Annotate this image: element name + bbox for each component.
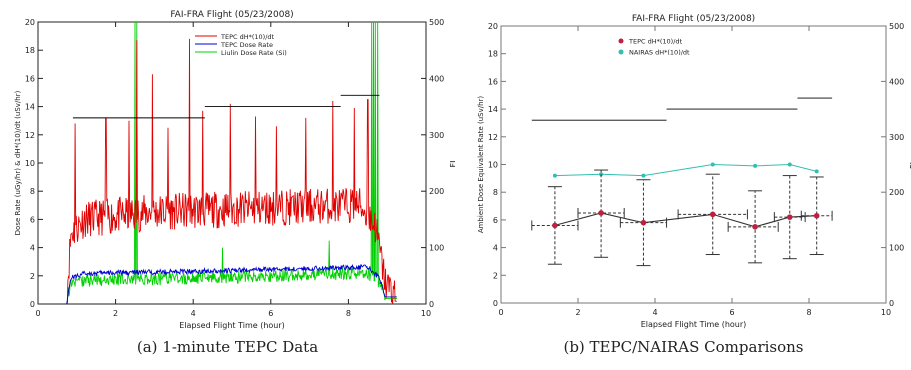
b-y-tick-label: 10: [488, 161, 498, 170]
b-tepc-point: [786, 214, 793, 220]
b-y2-tick-label: 300: [889, 133, 904, 142]
b-legend-label: TEPC dH*(10)/dt: [628, 38, 683, 46]
caption-b: (b) TEPC/NAIRAS Comparisons: [563, 338, 804, 356]
b-nairas-point: [710, 162, 715, 167]
b-tepc-line: [554, 212, 817, 228]
b-x-tick-label: 8: [806, 308, 811, 317]
b-x-tick-label: 2: [575, 308, 580, 317]
a-series-0-line: [61, 38, 397, 304]
a-title: FAI-FRA Flight (05/23/2008): [170, 10, 293, 20]
b-nairas-point: [753, 163, 758, 168]
b-x-tick-label: 6: [729, 308, 734, 317]
a-plot-frame: [37, 21, 427, 305]
b-y2-tick-label: 400: [889, 77, 904, 86]
b-x-tick-label: 0: [498, 308, 503, 317]
chart-panel-a: FAI-FRA Flight (05/23/2008) 0 2 4 6 8 10 0 2 4 6 8 1…: [0, 0, 455, 370]
a-y2-axis-label: FL: [449, 158, 455, 168]
b-y-tick-label: 12: [488, 133, 498, 142]
a-x-tick-label: 10: [421, 309, 431, 318]
b-y-tick-label: 8: [493, 188, 498, 197]
b-y2-tick-label: 500: [889, 22, 904, 31]
a-y-tick-label: 4: [30, 244, 35, 253]
a-y-tick-label: 6: [30, 215, 35, 224]
chart-a: FAI-FRA Flight (05/23/2008)0 2 4 6 8 10024681…: [14, 10, 455, 330]
b-tepc-point: [813, 212, 820, 219]
b-nairas-point: [814, 169, 819, 174]
b-tepc-point: [752, 224, 758, 230]
a-series-2-line: [61, 22, 397, 304]
b-plot-frame: [500, 25, 887, 304]
a-y-tick-label: 18: [25, 46, 35, 55]
a-x-tick-label: 6: [268, 309, 273, 318]
b-y-axis-label: Ambient Dose Equivalent Rate (uSv/hr): [477, 96, 485, 234]
a-x-tick-label: 8: [346, 309, 351, 318]
b-y2-tick-label: 0: [889, 299, 894, 308]
a-y-tick-label: 0: [30, 300, 35, 309]
a-y2-tick-label: 400: [429, 74, 444, 83]
chart-b: FAI-FRA Flight (05/23/2008)0 2 4 6 8 10024681…: [477, 14, 911, 329]
b-title: FAI-FRA Flight (05/23/2008): [632, 14, 755, 24]
a-x-tick-label: 0: [35, 309, 40, 318]
a-y-tick-label: 12: [25, 131, 35, 140]
a-legend-label: TEPC Dose Rate: [220, 41, 273, 49]
b-nairas-point: [787, 162, 792, 167]
a-y2-tick-label: 300: [429, 131, 444, 140]
b-y-tick-label: 20: [488, 22, 498, 31]
b-nairas-point: [599, 172, 604, 177]
a-y2-tick-label: 0: [429, 300, 434, 309]
b-legend-swatch: [618, 38, 624, 44]
a-y-tick-label: 16: [25, 74, 35, 83]
b-nairas-point: [641, 173, 646, 178]
b-y-tick-label: 4: [493, 244, 498, 253]
a-y2-tick-label: 500: [429, 18, 444, 27]
b-x-axis-label: Elapsed Flight Time (hour): [641, 320, 747, 329]
a-y-tick-label: 14: [25, 103, 35, 112]
a-x-tick-label: 2: [113, 309, 118, 318]
b-y2-tick-label: 200: [889, 188, 904, 197]
b-tepc-point: [640, 219, 647, 226]
b-tepc-point: [598, 210, 604, 216]
a-y-tick-label: 8: [30, 187, 35, 196]
b-tepc-point: [709, 211, 716, 218]
b-y-tick-label: 16: [488, 77, 498, 86]
b-legend-label: NAIRAS dH*(10)/dt: [629, 49, 690, 57]
a-y-tick-label: 2: [30, 272, 35, 281]
b-x-tick-label: 10: [881, 308, 891, 317]
b-y2-axis-label: FL: [909, 159, 911, 169]
b-y2-tick-label: 100: [889, 244, 904, 253]
b-legend-swatch: [618, 49, 624, 55]
a-x-axis-label: Elapsed Flight Time (hour): [179, 321, 285, 330]
a-y-axis-label: Dose Rate (uGy/hr) & dH*(10)/dt (uSv/hr): [14, 90, 22, 235]
a-series-1-line: [61, 263, 397, 304]
b-y-tick-label: 2: [493, 271, 498, 280]
a-y2-tick-label: 200: [429, 187, 444, 196]
chart-panel-b: FAI-FRA Flight (05/23/2008) 0 2 4 6 8 10 0 2 4 6 8 1…: [456, 0, 911, 370]
b-y-tick-label: 0: [493, 299, 498, 308]
a-y-tick-label: 20: [25, 18, 35, 27]
a-x-tick-label: 4: [191, 309, 196, 318]
b-y-tick-label: 18: [488, 50, 498, 59]
a-legend-label: Liulin Dose Rate (Si): [221, 49, 287, 57]
b-y-tick-label: 14: [488, 105, 498, 114]
b-nairas-point: [552, 173, 557, 178]
a-y-tick-label: 10: [25, 159, 35, 168]
b-x-tick-label: 4: [652, 308, 657, 317]
b-y-tick-label: 6: [493, 216, 498, 225]
b-tepc-point: [552, 222, 558, 229]
a-y2-tick-label: 100: [429, 244, 444, 253]
a-legend-label: TEPC dH*(10)/dt: [220, 33, 275, 41]
caption-a: (a) 1-minute TEPC Data: [136, 338, 319, 356]
